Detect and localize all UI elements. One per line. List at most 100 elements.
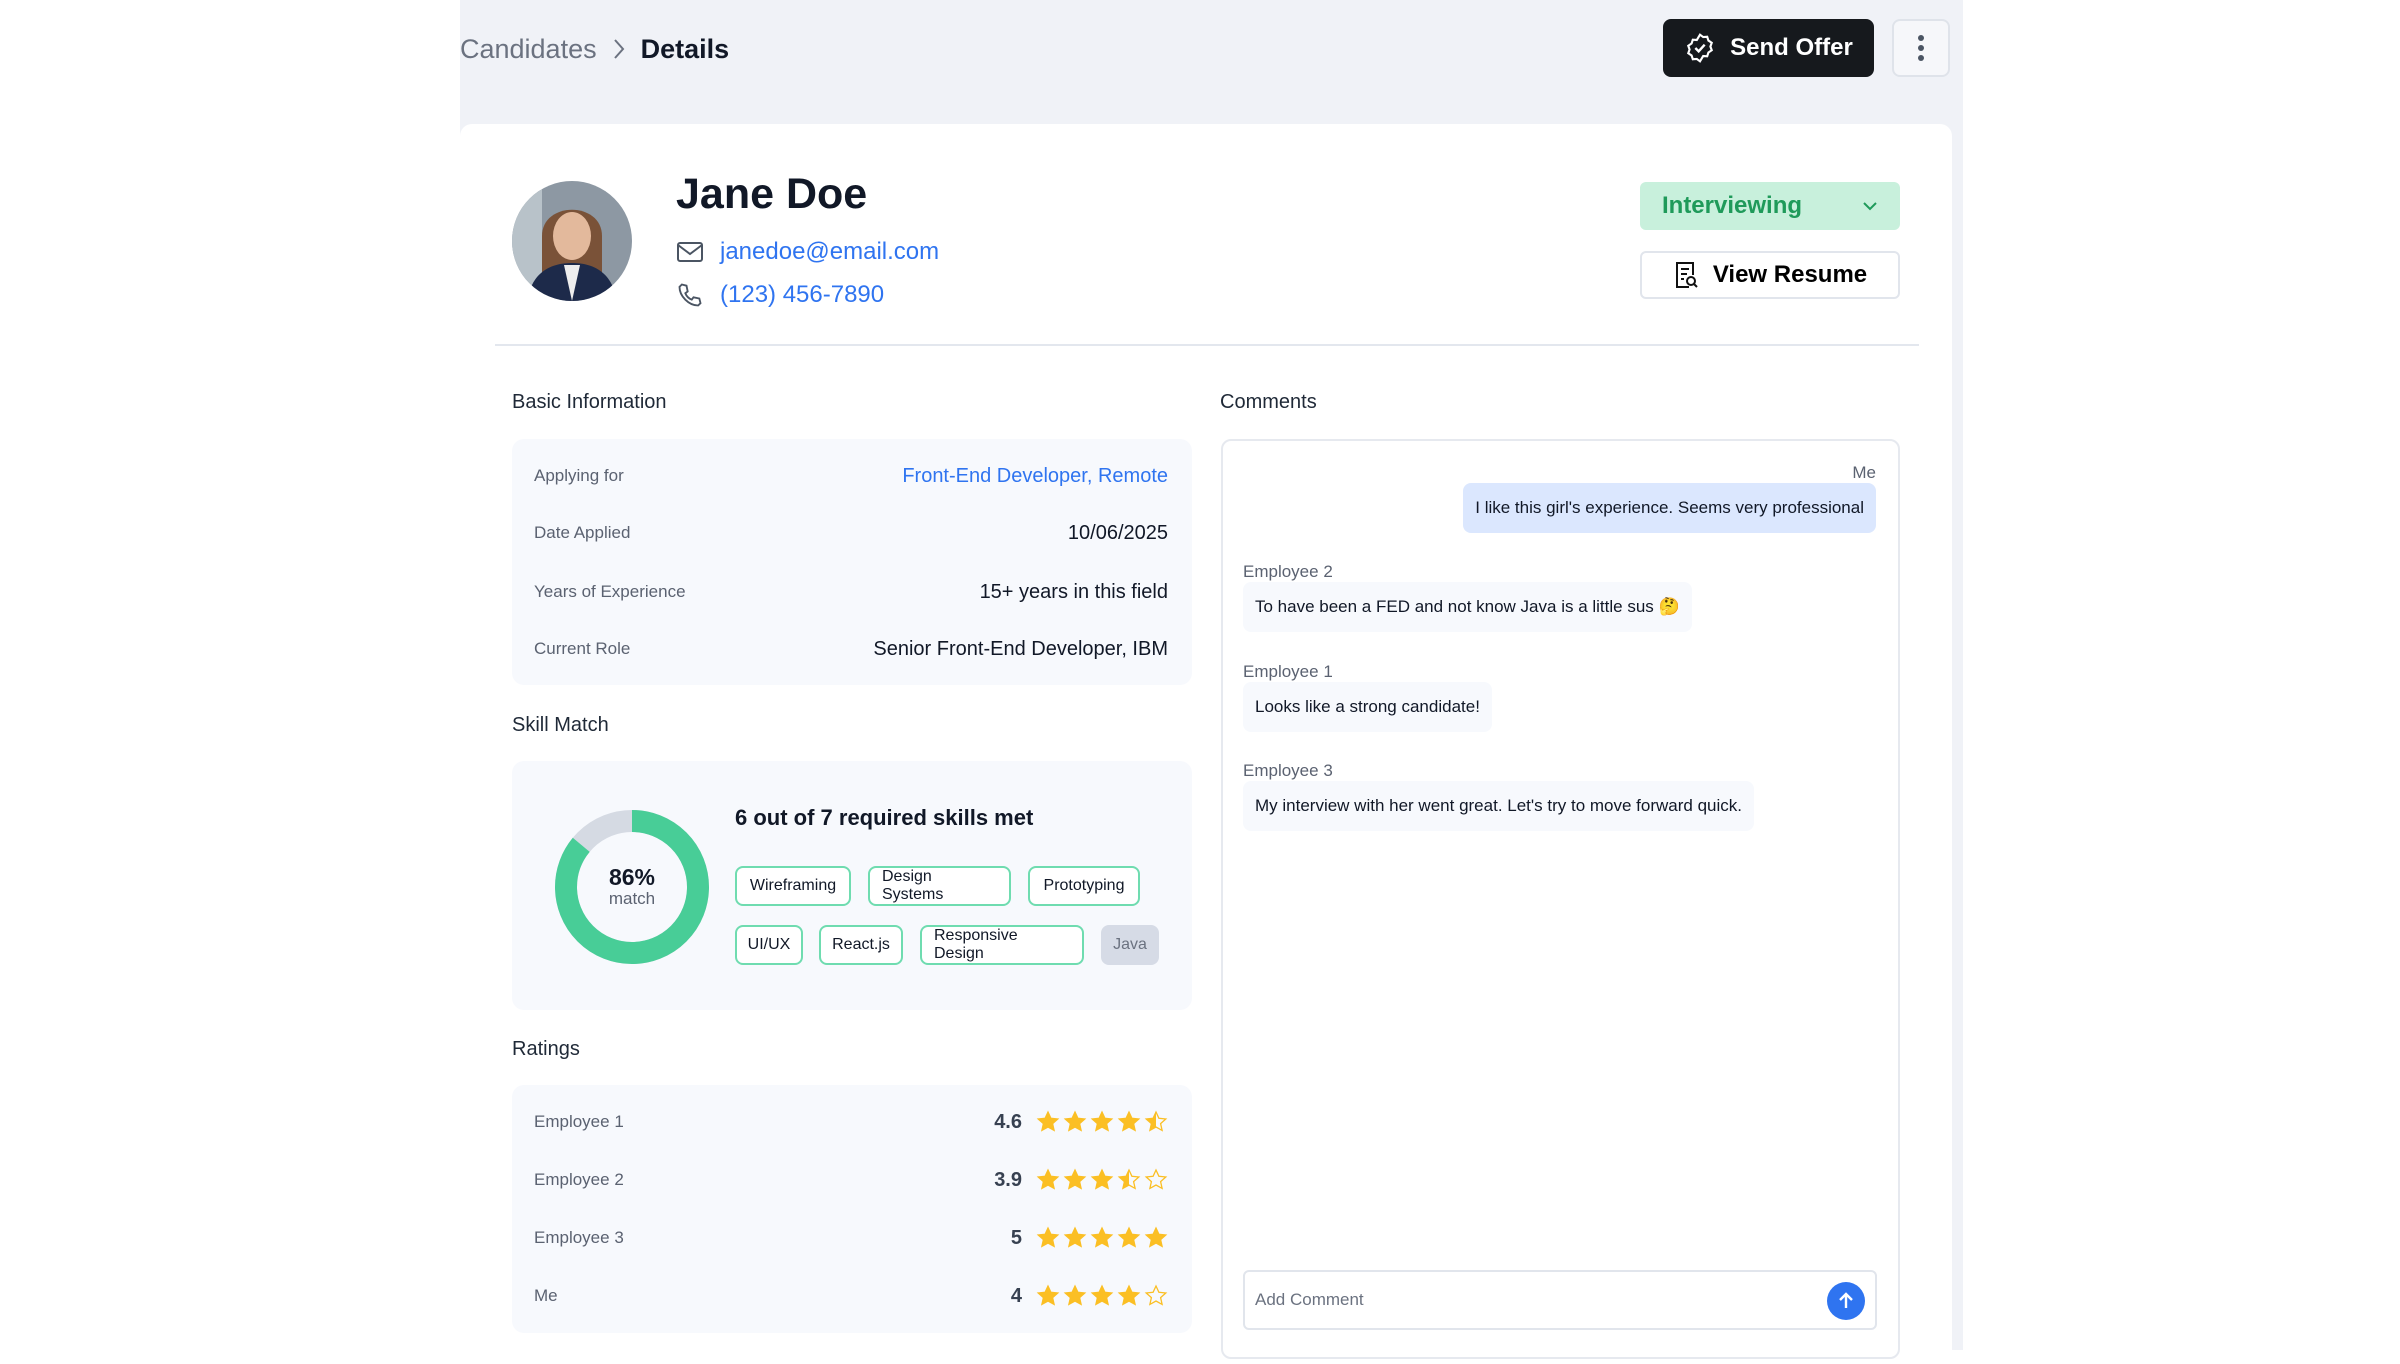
rating-stars xyxy=(1036,1110,1168,1134)
info-label: Date Applied xyxy=(534,523,631,542)
rating-score: 3.9 xyxy=(994,1168,1022,1191)
phone-icon xyxy=(678,283,702,307)
info-label: Applying for xyxy=(534,466,624,485)
email-row: janedoe@email.com xyxy=(676,238,939,266)
star-full-icon xyxy=(1090,1168,1114,1190)
star-full-icon xyxy=(1063,1284,1087,1306)
rating-stars xyxy=(1036,1168,1168,1192)
star-empty-icon xyxy=(1144,1168,1168,1190)
view-resume-button[interactable]: View Resume xyxy=(1640,251,1900,299)
star-full-icon xyxy=(1036,1226,1060,1248)
donut-arc xyxy=(555,810,709,964)
skill-chip: Design Systems xyxy=(868,866,1011,906)
star-half-icon xyxy=(1144,1110,1168,1132)
rating-score: 5 xyxy=(1010,1226,1022,1249)
applying-for-link[interactable]: Front-End Developer, Remote xyxy=(902,464,1168,487)
breadcrumb: Candidates Details xyxy=(460,30,729,68)
comment-bubble: Looks like a strong candidate! xyxy=(1243,682,1492,732)
comments-panel: Me I like this girl's experience. Seems … xyxy=(1221,439,1900,1359)
breadcrumb-candidates[interactable]: Candidates xyxy=(460,33,597,64)
skill-chip: UI/UX xyxy=(735,925,803,965)
status-label: Interviewing xyxy=(1661,192,1803,219)
star-empty-icon xyxy=(1144,1284,1168,1306)
star-full-icon xyxy=(1144,1226,1168,1248)
star-full-icon xyxy=(1063,1110,1087,1132)
info-label: Current Role xyxy=(534,639,631,658)
send-offer-button[interactable]: Send Offer xyxy=(1663,19,1874,77)
star-full-icon xyxy=(1036,1284,1060,1306)
skill-match-panel: 86% match 6 out of 7 required skills met… xyxy=(512,761,1192,1010)
comment-author: Me xyxy=(1852,463,1876,482)
star-full-icon xyxy=(1063,1226,1087,1248)
star-full-icon xyxy=(1090,1110,1114,1132)
star-full-icon xyxy=(1063,1168,1087,1190)
skill-chip: React.js xyxy=(819,925,903,965)
send-offer-label: Send Offer xyxy=(1730,34,1853,61)
star-half-icon xyxy=(1117,1168,1141,1190)
match-percent: 86% xyxy=(608,864,656,890)
email-link[interactable]: janedoe@email.com xyxy=(720,238,940,265)
info-row: Current Role Senior Front-End Developer, … xyxy=(534,634,1168,664)
breadcrumb-details: Details xyxy=(640,33,730,64)
skill-chip-missing: Java xyxy=(1101,925,1159,965)
rater-name: Employee 2 xyxy=(534,1170,624,1189)
more-options-button[interactable] xyxy=(1892,19,1950,77)
phone-row: (123) 456-7890 xyxy=(676,281,884,309)
star-full-icon xyxy=(1117,1284,1141,1306)
rating-score: 4.6 xyxy=(994,1110,1022,1133)
more-vertical-icon xyxy=(1918,35,1924,61)
rating-row: Me 4 xyxy=(534,1281,1168,1311)
rating-score: 4 xyxy=(1010,1284,1022,1307)
candidate-name: Jane Doe xyxy=(676,170,868,218)
ratings-heading: Ratings xyxy=(512,1038,580,1060)
info-row: Date Applied 10/06/2025 xyxy=(534,518,1168,548)
chevron-down-icon xyxy=(1863,202,1877,211)
star-full-icon xyxy=(1090,1226,1114,1248)
star-full-icon xyxy=(1036,1168,1060,1190)
comment-author: Employee 3 xyxy=(1243,761,1333,780)
skill-chip: Responsive Design xyxy=(920,925,1084,965)
match-label: match xyxy=(608,889,656,908)
send-comment-button[interactable] xyxy=(1827,1282,1865,1320)
star-full-icon xyxy=(1036,1110,1060,1132)
comments-heading: Comments xyxy=(1220,391,1317,413)
skill-chip: Wireframing xyxy=(735,866,851,906)
skills-summary: 6 out of 7 required skills met xyxy=(735,805,1034,830)
skill-chip: Prototyping xyxy=(1028,866,1140,906)
info-value: 15+ years in this field xyxy=(979,580,1168,603)
rater-name: Employee 3 xyxy=(534,1228,624,1247)
rating-row: Employee 1 4.6 xyxy=(534,1107,1168,1137)
chevron-right-icon xyxy=(613,39,624,59)
info-label: Years of Experience xyxy=(534,582,686,601)
basic-information-heading: Basic Information xyxy=(512,391,667,413)
skill-match-heading: Skill Match xyxy=(512,714,609,736)
status-dropdown[interactable]: Interviewing xyxy=(1640,182,1900,230)
phone-link[interactable]: (123) 456-7890 xyxy=(720,281,885,308)
comment-bubble: To have been a FED and not know Java is … xyxy=(1243,582,1692,632)
file-search-icon xyxy=(1675,262,1698,288)
comment-author: Employee 2 xyxy=(1243,562,1333,581)
info-row: Applying for Front-End Developer, Remote xyxy=(534,461,1168,491)
comment-bubble: I like this girl's experience. Seems ver… xyxy=(1463,483,1876,533)
ratings-panel: Employee 1 4.6 Employee 2 3.9 Employee 3 5 Me 4 xyxy=(512,1085,1192,1333)
rater-name: Me xyxy=(534,1286,558,1305)
view-resume-label: View Resume xyxy=(1712,261,1868,288)
rating-row: Employee 3 5 xyxy=(534,1223,1168,1253)
info-value: 10/06/2025 xyxy=(1067,521,1168,544)
rating-stars xyxy=(1036,1284,1168,1308)
star-full-icon xyxy=(1117,1226,1141,1248)
info-value: Senior Front-End Developer, IBM xyxy=(873,637,1168,660)
add-comment-input[interactable]: Add Comment xyxy=(1243,1270,1877,1330)
rating-row: Employee 2 3.9 xyxy=(534,1165,1168,1195)
info-row: Years of Experience 15+ years in this fie… xyxy=(534,577,1168,607)
arrow-up-icon xyxy=(1839,1292,1853,1308)
badge-check-icon xyxy=(1687,33,1714,63)
avatar xyxy=(512,181,632,301)
basic-information-panel: Applying for Front-End Developer, Remote … xyxy=(512,439,1192,685)
divider xyxy=(495,344,1919,346)
rater-name: Employee 1 xyxy=(534,1112,624,1131)
comment-bubble: My interview with her went great. Let's … xyxy=(1243,781,1754,831)
rating-stars xyxy=(1036,1226,1168,1250)
skill-match-donut xyxy=(555,810,709,964)
mail-icon xyxy=(677,242,703,262)
